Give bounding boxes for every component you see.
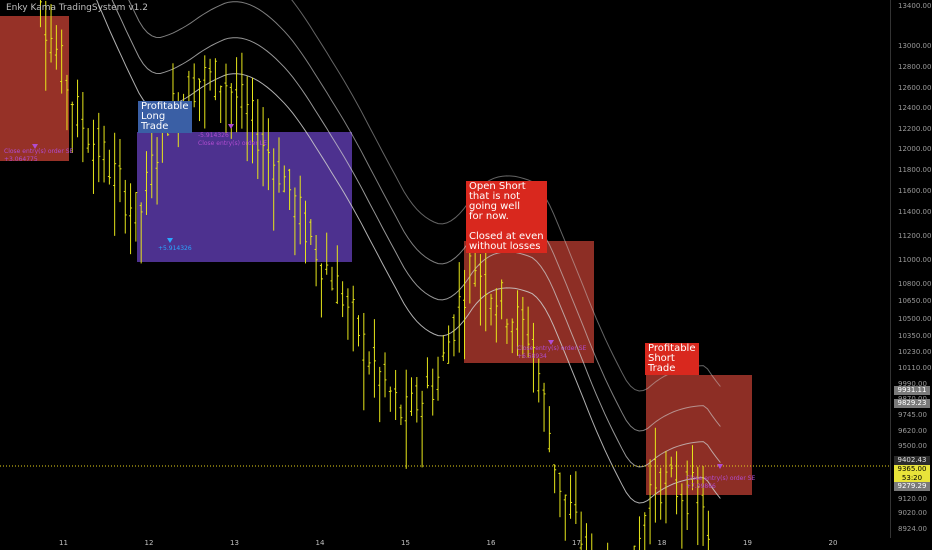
trade-arrow-icon — [167, 238, 173, 243]
short-trade-box — [646, 375, 752, 495]
time-tick-label: 11 — [59, 539, 68, 547]
trade-label: Close entry(s) order SE — [686, 475, 756, 482]
indicator-title: Enky Kama TradingSystem v1.2 — [6, 3, 148, 13]
price-tick-label: 10350.00 — [898, 332, 932, 340]
time-tick-label: 14 — [315, 539, 325, 547]
price-axis-line — [890, 0, 891, 538]
price-tick-label: 9500.00 — [898, 442, 927, 450]
trade-label: Close entry(s) order LE — [198, 140, 267, 147]
trade-label: Close entry(s) order SE — [4, 148, 74, 155]
price-tick-label: 12000.00 — [898, 145, 932, 153]
price-tick-label: 11800.00 — [898, 166, 932, 174]
price-tick-label: 13000.00 — [898, 42, 932, 50]
trade-label: -5.914326 — [198, 132, 229, 139]
price-tick-label: 9620.00 — [898, 427, 927, 435]
price-tag: 9931.11 — [894, 386, 930, 395]
trade-arrow-icon — [717, 464, 723, 469]
time-tick-label: 18 — [657, 539, 667, 547]
price-tick-label: 10500.00 — [898, 315, 932, 323]
trade-label: +7.09866 — [686, 483, 716, 490]
time-tick-label: 15 — [401, 539, 410, 547]
time-tick-label: 17 — [572, 539, 581, 547]
price-tick-label: 10110.00 — [898, 364, 932, 372]
short-trade-box — [0, 16, 69, 161]
long-trade-box — [137, 132, 352, 262]
kama-band-line — [111, 0, 721, 468]
price-tick-label: 10650.00 — [898, 297, 932, 305]
trade-arrow-icon — [228, 124, 234, 129]
annotation-profitable-short: Profitable Short Trade — [645, 343, 699, 375]
trade-label: +6.58934 — [517, 353, 547, 360]
trade-label: +3.064775 — [4, 156, 38, 163]
time-tick-label: 12 — [144, 539, 154, 547]
price-tick-label: 9120.00 — [898, 495, 927, 503]
kama-band-line — [96, 0, 721, 504]
price-tag: 9829.23 — [894, 399, 930, 408]
price-tick-label: 8924.00 — [898, 525, 927, 533]
price-tag: 9365.00 — [894, 465, 930, 474]
annotation-profitable-long: Profitable Long Trade — [138, 101, 192, 133]
time-tick-label: 20 — [828, 539, 838, 547]
trade-arrow-icon — [548, 340, 554, 345]
time-tick-label: 16 — [486, 539, 496, 547]
price-tick-label: 11400.00 — [898, 208, 932, 216]
annotation-open-short: Open Short that is not going well for no… — [466, 181, 547, 253]
kama-band-line — [291, 0, 721, 392]
price-tick-label: 9990.00 — [898, 380, 927, 388]
price-tag: 9402.43 — [894, 456, 930, 465]
trade-label: +5.914326 — [158, 245, 192, 252]
price-tick-label: 12200.00 — [898, 125, 932, 133]
price-tag: 53:20 — [894, 474, 930, 483]
kama-band-line — [128, 0, 721, 432]
price-tick-label: 9020.00 — [898, 509, 927, 517]
price-tick-label: 12600.00 — [898, 84, 932, 92]
price-tick-label: 12800.00 — [898, 63, 932, 71]
price-tick-label: 9745.00 — [898, 411, 927, 419]
price-tick-label: 11600.00 — [898, 187, 932, 195]
price-tag: 9279.29 — [894, 482, 930, 491]
price-tick-label: 10800.00 — [898, 280, 932, 288]
price-tick-label: 12400.00 — [898, 104, 932, 112]
trade-label: Close entry(s) order SE — [517, 345, 587, 352]
price-tick-label: 13400.00 — [898, 2, 932, 10]
price-tick-label: 10230.00 — [898, 348, 932, 356]
time-tick-label: 13 — [230, 539, 239, 547]
price-tick-label: 11200.00 — [898, 232, 932, 240]
price-tick-label: 11000.00 — [898, 256, 932, 264]
time-tick-label: 19 — [743, 539, 752, 547]
trade-arrow-icon — [32, 144, 38, 149]
